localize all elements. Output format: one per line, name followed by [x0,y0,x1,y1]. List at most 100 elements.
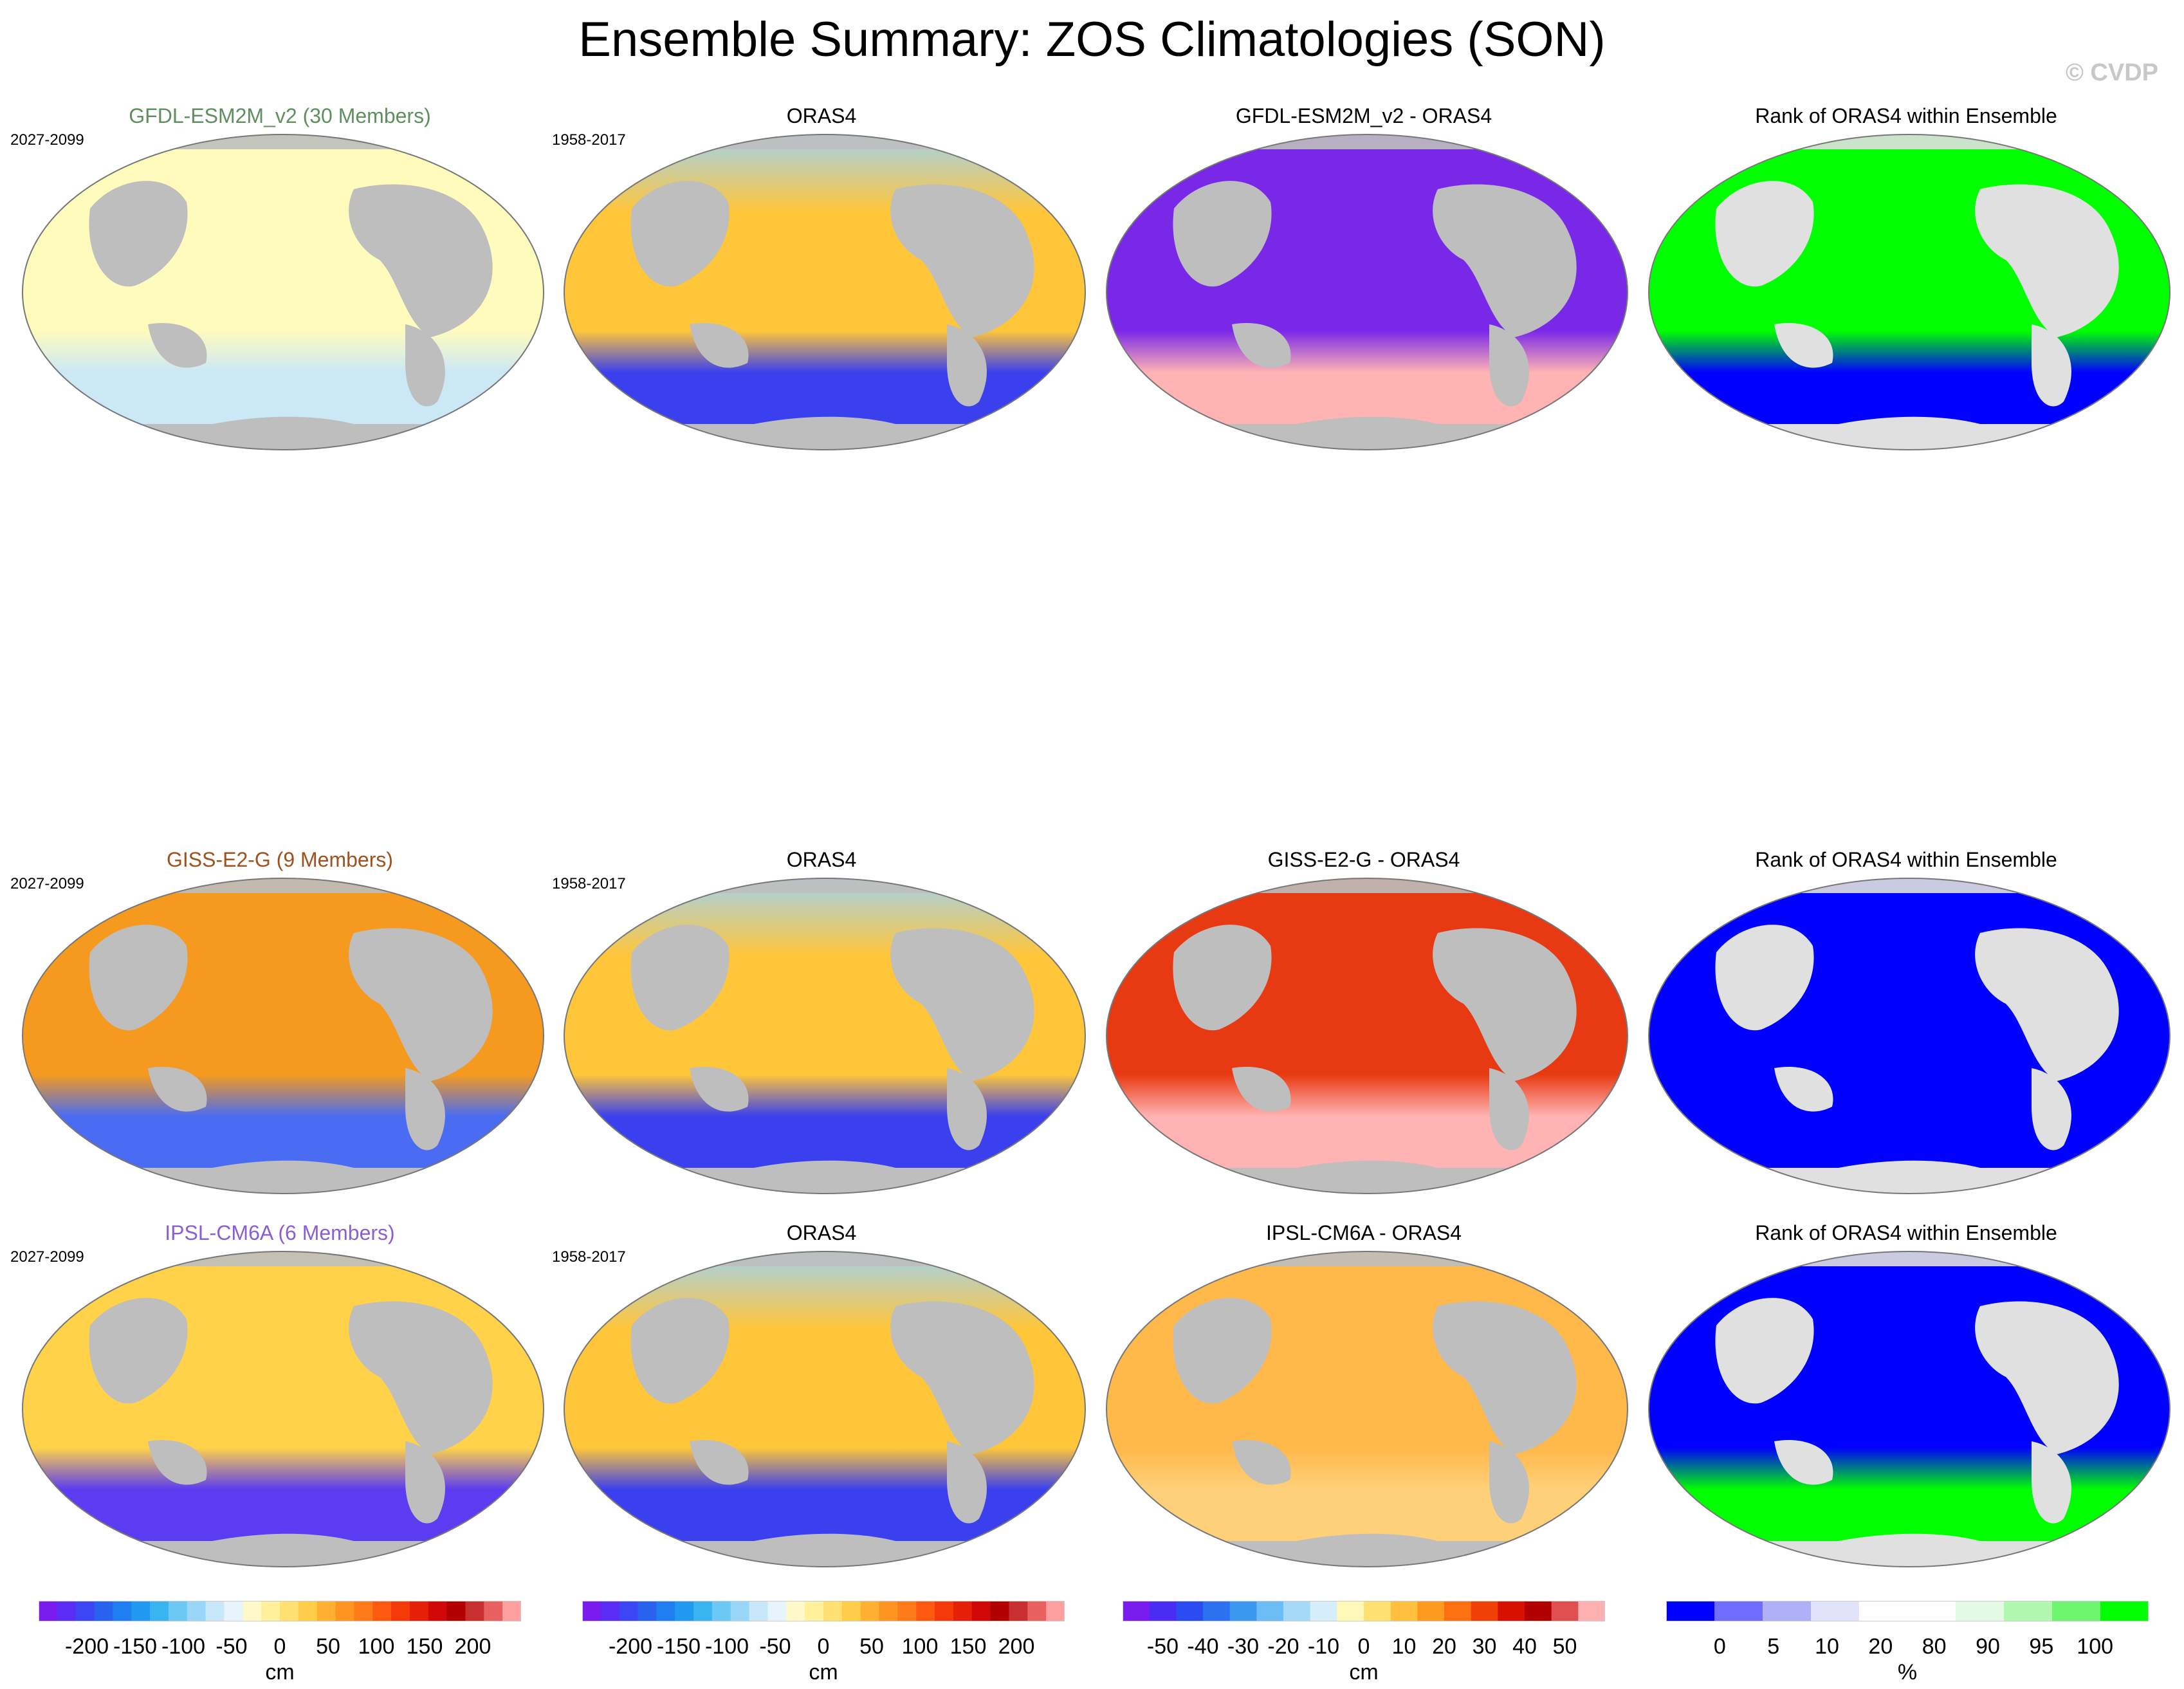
colorbar-swatch [1444,1601,1472,1621]
colorbar-tick-label: -100 [161,1634,206,1659]
colorbar-swatch [1176,1601,1204,1621]
colorbar-swatch [1203,1601,1231,1621]
colorbar-tick-label: -50 [216,1634,248,1659]
colorbar-tick-label: -200 [64,1634,109,1659]
map-border [22,1251,544,1567]
antarctica [1106,1541,1628,1567]
difference-panel-1: GFDL-ESM2M_v2 - ORAS4 [1097,104,1631,452]
colorbar-swatch [582,1601,601,1621]
colorbar-swatch [1956,1601,2005,1621]
panel-title: GFDL-ESM2M_v2 - ORAS4 [1235,104,1492,127]
panel-title: IPSL-CM6A - ORAS4 [1265,1221,1462,1244]
colorbar-swatch [168,1601,188,1621]
colorbar-swatch [1229,1601,1257,1621]
colorbar-4: 0 5 10 20 80 90 95 100% [1666,1601,2155,1684]
colorbar-tick-label: 200 [454,1634,491,1659]
colorbar-swatch [1859,1601,1908,1621]
colorbar-tick-label: 0 [817,1634,830,1659]
colorbar-swatch [113,1601,132,1621]
colorbar-tick-label: 10 [1815,1634,1839,1659]
colorbar-tick-label: -20 [1267,1634,1299,1659]
colorbar-tick-label: 50 [859,1634,884,1659]
map-border [1648,878,2170,1194]
map-border [564,1251,1086,1567]
colorbar-swatch [711,1601,731,1621]
colorbar-swatch [1907,1601,1956,1621]
colorbar-swatch [916,1601,935,1621]
period-label: 1958-2017 [552,1248,626,1266]
colorbar-swatch [1337,1601,1364,1621]
colorbar-tick-label: 95 [2029,1634,2054,1659]
colorbar-tick-label: 40 [1512,1634,1537,1659]
map-border [22,878,544,1194]
antarctica [1106,424,1628,450]
colorbar-swatch [1027,1601,1047,1621]
colorbar-swatch [730,1601,750,1621]
colorbar-swatch [935,1601,954,1621]
colorbar-swatch [409,1601,429,1621]
colorbar-swatch [372,1601,392,1621]
period-label: 1958-2017 [552,875,626,892]
page-title: Ensemble Summary: ZOS Climatologies (SON… [578,12,1606,67]
colorbar-swatch [39,1601,58,1621]
period-label: 2027-2099 [10,131,84,149]
world-map-r0c0 [22,134,544,450]
land-mask [1173,181,1577,432]
model-climatology-panel-2: GISS-E2-G (9 Members) 2027-2099 [10,848,547,1195]
colorbar-swatch [1498,1601,1525,1621]
difference-panel-3: IPSL-CM6A - ORAS4 [1097,1221,1631,1569]
colorbar-swatch [335,1601,354,1621]
model-climatology-panel-1: GFDL-ESM2M_v2 (30 Members) 2027-2099 [10,104,547,452]
colorbar-swatch [1578,1601,1605,1621]
colorbar-swatch [224,1601,243,1621]
colorbar-swatch [1763,1601,1812,1621]
colorbar-swatch [675,1601,694,1621]
colorbar-swatch [860,1601,880,1621]
antarctica [23,424,544,450]
colorbar-swatch [638,1601,657,1621]
colorbar-swatch [1471,1601,1498,1621]
map-border [1648,134,2170,450]
colorbar-tick-label: 100 [358,1634,395,1659]
land-mask [1715,181,2119,432]
colorbar-1: -200 -150 -100 -50 0 50 100 150 200 cm [39,1601,528,1684]
colorbar-tick-label: -40 [1187,1634,1219,1659]
colorbar-swatch [298,1601,318,1621]
rank-panel-1: Rank of ORAS4 within Ensemble [1639,104,2173,452]
colorbar-swatch [205,1601,225,1621]
colorbar-swatch [94,1601,113,1621]
colorbar-unit: cm [809,1660,838,1684]
colorbar-2: -200 -150 -100 -50 0 50 100 150 200 cm [582,1601,1071,1684]
colorbar-swatch [261,1601,280,1621]
land-mask [630,925,1034,1176]
antarctica [1649,1168,2170,1194]
obs-climatology-panel-3: ORAS4 1958-2017 [552,1221,1088,1569]
map-border [22,134,544,450]
colorbar-swatch [1417,1601,1445,1621]
world-map-r1c0 [22,878,544,1194]
map-border [1648,1251,2170,1567]
colorbar-swatch [897,1601,917,1621]
colorbar-tick-label: 150 [950,1634,987,1659]
colorbar-swatch [187,1601,206,1621]
map-border [1106,134,1628,450]
antarctica [1649,1541,2170,1567]
land-mask [1715,925,2119,1176]
map-border [1106,1251,1628,1567]
colorbar-tick-label: -30 [1227,1634,1260,1659]
land-mask [89,1298,493,1549]
colorbar-swatch [75,1601,95,1621]
colorbar-unit: cm [1349,1660,1379,1684]
colorbar-tick-label: 150 [406,1634,443,1659]
obs-climatology-panel-2: ORAS4 1958-2017 [552,848,1088,1195]
world-map-r0c1 [564,134,1086,450]
panel-title: GISS-E2-G - ORAS4 [1267,848,1460,871]
colorbar-swatch [990,1601,1009,1621]
world-map-r0c2 [1106,134,1628,450]
cvdp-watermark: © CVDP [2065,59,2158,86]
colorbar-tick-label: 200 [998,1634,1035,1659]
colorbar-swatch [2004,1601,2053,1621]
antarctica [1649,424,2170,450]
world-map-r2c3 [1648,1251,2170,1567]
antarctica [564,1168,1085,1194]
